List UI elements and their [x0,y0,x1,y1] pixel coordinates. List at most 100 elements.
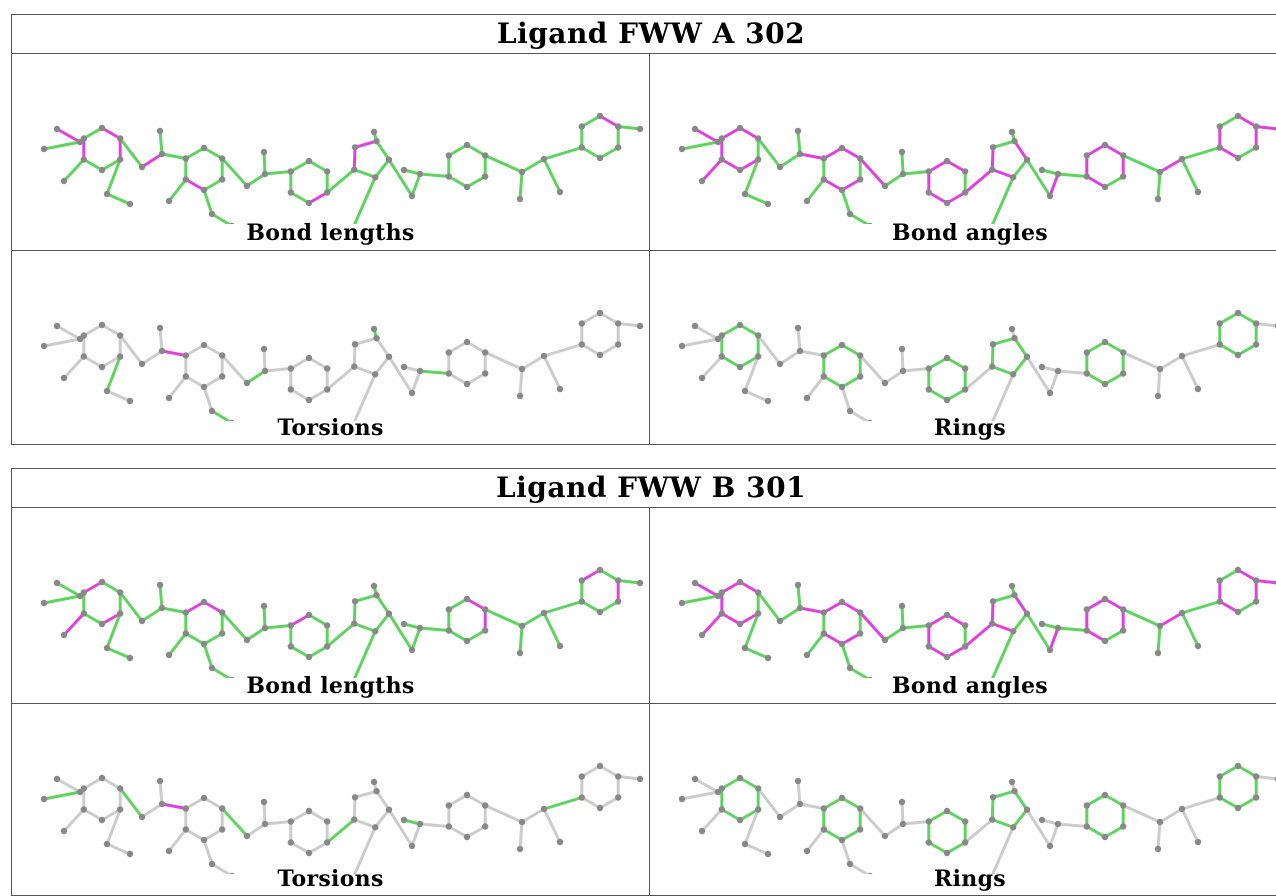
atom [445,152,453,159]
atom [261,624,269,632]
atom [1083,823,1091,830]
atom [989,144,997,151]
atom [1154,649,1162,657]
atom [1216,794,1224,801]
bond [262,347,267,373]
bond [140,349,164,366]
atom [736,620,744,628]
bond [118,137,144,169]
atom [351,144,359,151]
bond [991,825,1015,874]
atom [481,606,489,613]
atom [1010,371,1017,378]
bond [1085,825,1107,839]
atom [218,373,226,380]
atom [596,112,604,120]
bond [598,568,620,582]
bond [118,787,144,819]
atom [445,370,453,377]
bond [927,191,949,205]
atom [400,620,408,628]
bond [720,580,742,594]
atom [698,631,706,639]
bond [202,632,224,646]
atom [1178,805,1186,813]
bond [720,323,742,337]
bond [743,842,770,856]
cell-caption: Bond lengths [246,220,415,246]
bond [743,389,770,403]
bond [580,764,602,778]
bond [184,828,206,842]
bond [1180,354,1200,391]
atom [445,627,453,634]
atom [518,622,526,630]
molecule-diagram-bond-angles [678,566,1276,678]
bond [1236,600,1258,614]
atom [287,365,295,372]
bond [375,336,391,359]
atom [156,581,164,589]
bond [100,323,122,337]
atom [1156,168,1164,176]
bond [447,825,469,839]
atom [636,579,644,587]
bond [778,152,802,169]
bond [720,158,742,172]
atom [1119,152,1127,159]
bond [418,626,451,632]
bond [262,604,267,630]
bond [202,188,214,216]
atom [1216,341,1224,348]
bond [700,808,724,833]
bond [840,828,862,842]
atom [540,352,548,360]
bond [82,158,104,172]
bond [520,611,546,628]
atom [287,168,295,175]
bond [1121,154,1162,174]
atom [556,385,564,393]
bond [518,170,524,201]
atom [60,177,68,185]
cell-bond-angles: Bond angles [650,508,1276,703]
bond [62,355,86,380]
atom [243,832,251,840]
atom [1038,363,1046,371]
bond [900,800,905,826]
atom [445,173,453,180]
atom [1008,128,1016,136]
atom [1054,367,1062,375]
atom [287,189,295,196]
atom [208,860,216,868]
bond [991,372,1015,421]
bond [184,796,206,810]
atom [838,341,846,349]
bond [202,375,224,389]
bond [680,337,720,348]
bond [184,600,206,614]
atom [989,816,996,823]
atom [698,177,706,185]
bond [840,188,852,216]
bond [598,796,620,810]
atom [229,222,235,224]
bond [720,612,742,626]
bond [1180,146,1222,161]
atom [229,419,235,421]
atom [1046,842,1054,850]
atom [218,630,226,637]
bond [353,789,379,799]
atom [200,836,208,844]
bond [822,343,844,357]
atom [1119,370,1127,377]
atom [351,620,358,627]
atom [260,798,268,806]
bond [375,139,391,162]
bond [616,579,642,585]
bond [1085,597,1107,611]
bond [580,343,602,357]
molecule-diagram-bond-angles [678,112,1276,224]
atom [1154,392,1162,400]
atom [596,351,604,359]
